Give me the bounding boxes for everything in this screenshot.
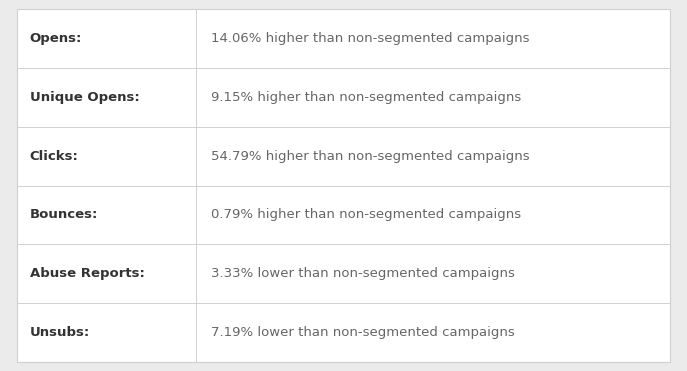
Text: Abuse Reports:: Abuse Reports: [30, 267, 144, 280]
Text: 0.79% higher than non-segmented campaigns: 0.79% higher than non-segmented campaign… [211, 209, 521, 221]
Text: Bounces:: Bounces: [30, 209, 98, 221]
Text: Clicks:: Clicks: [30, 150, 78, 162]
Text: Opens:: Opens: [30, 32, 82, 45]
Text: 54.79% higher than non-segmented campaigns: 54.79% higher than non-segmented campaig… [211, 150, 530, 162]
Text: 3.33% lower than non-segmented campaigns: 3.33% lower than non-segmented campaigns [211, 267, 515, 280]
Text: Unique Opens:: Unique Opens: [30, 91, 139, 104]
Text: Unsubs:: Unsubs: [30, 326, 90, 339]
Text: 14.06% higher than non-segmented campaigns: 14.06% higher than non-segmented campaig… [211, 32, 530, 45]
Text: 7.19% lower than non-segmented campaigns: 7.19% lower than non-segmented campaigns [211, 326, 515, 339]
Text: 9.15% higher than non-segmented campaigns: 9.15% higher than non-segmented campaign… [211, 91, 521, 104]
